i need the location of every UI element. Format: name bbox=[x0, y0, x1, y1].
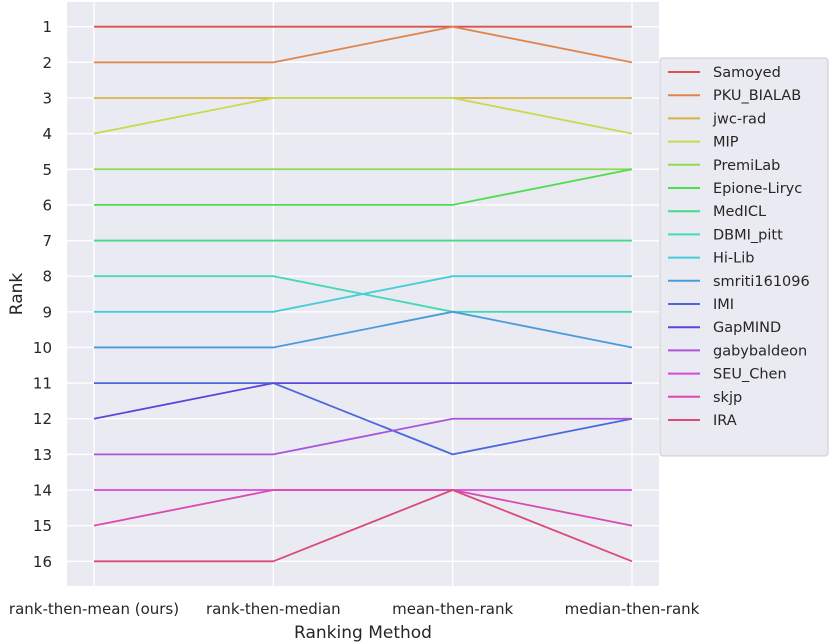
legend: Samoyed PKU_BIALAB jwc-rad MIP PremiLab Epion… bbox=[659, 57, 829, 457]
y-tick-label: 14 bbox=[33, 482, 52, 500]
legend-label: PKU_BIALAB bbox=[713, 88, 801, 104]
series-line bbox=[94, 417, 632, 456]
y-tick-label: 9 bbox=[42, 303, 52, 321]
y-tick-label: 15 bbox=[33, 517, 52, 535]
series-line bbox=[94, 489, 633, 563]
y-tick-label: 10 bbox=[33, 339, 52, 357]
series-lines bbox=[93, 25, 633, 563]
y-tick-label: 13 bbox=[33, 446, 52, 464]
y-tick-label: 6 bbox=[42, 196, 52, 214]
legend-label: jwc-rad bbox=[712, 111, 766, 127]
legend-label: Samoyed bbox=[713, 65, 781, 81]
legend-label: MedICL bbox=[713, 204, 766, 220]
y-tick-label: 7 bbox=[42, 232, 52, 250]
series-line bbox=[94, 382, 633, 456]
x-tick-label: median-then-rank bbox=[565, 600, 700, 618]
legend-label: MIP bbox=[713, 135, 739, 151]
y-tick-label: 8 bbox=[42, 268, 52, 286]
y-tick-label: 2 bbox=[42, 54, 52, 72]
series-line bbox=[93, 97, 633, 135]
legend-label: smriti161096 bbox=[713, 274, 810, 290]
x-axis-label: Ranking Method bbox=[294, 623, 432, 642]
series-line bbox=[94, 310, 633, 349]
series-line bbox=[94, 168, 633, 206]
legend-label: IMI bbox=[713, 297, 734, 313]
legend-label: SEU_Chen bbox=[713, 367, 787, 383]
legend-label: DBMI_pitt bbox=[713, 227, 783, 243]
legend-box bbox=[659, 57, 829, 457]
y-tick-label: 3 bbox=[42, 89, 52, 107]
series-line bbox=[94, 25, 633, 64]
x-tick-labels: rank-then-mean (ours) rank-then-median mea… bbox=[9, 600, 700, 618]
legend-label: IRA bbox=[713, 413, 737, 429]
legend-label: Epione-Liryc bbox=[713, 181, 802, 197]
y-tick-label: 4 bbox=[42, 125, 52, 143]
y-axis-label: Rank bbox=[7, 273, 27, 316]
legend-label: PremiLab bbox=[713, 158, 780, 174]
legend-label: skjp bbox=[713, 390, 742, 406]
y-tick-label: 1 bbox=[42, 18, 52, 36]
series-line bbox=[93, 489, 633, 527]
legend-label: GapMIND bbox=[713, 320, 781, 336]
x-tick-label: rank-then-mean (ours) bbox=[9, 600, 179, 618]
series-line bbox=[94, 275, 632, 313]
y-tick-label: 5 bbox=[42, 161, 52, 179]
y-tick-label: 16 bbox=[33, 553, 52, 571]
series-line bbox=[93, 382, 632, 420]
y-tick-label: 12 bbox=[33, 410, 52, 428]
legend-label: Hi-Lib bbox=[713, 251, 754, 267]
x-tick-label: mean-then-rank bbox=[392, 600, 513, 618]
legend-label: gabybaldeon bbox=[713, 343, 807, 359]
x-tick-label: rank-then-median bbox=[206, 600, 341, 618]
y-tick-label: 11 bbox=[33, 375, 52, 393]
